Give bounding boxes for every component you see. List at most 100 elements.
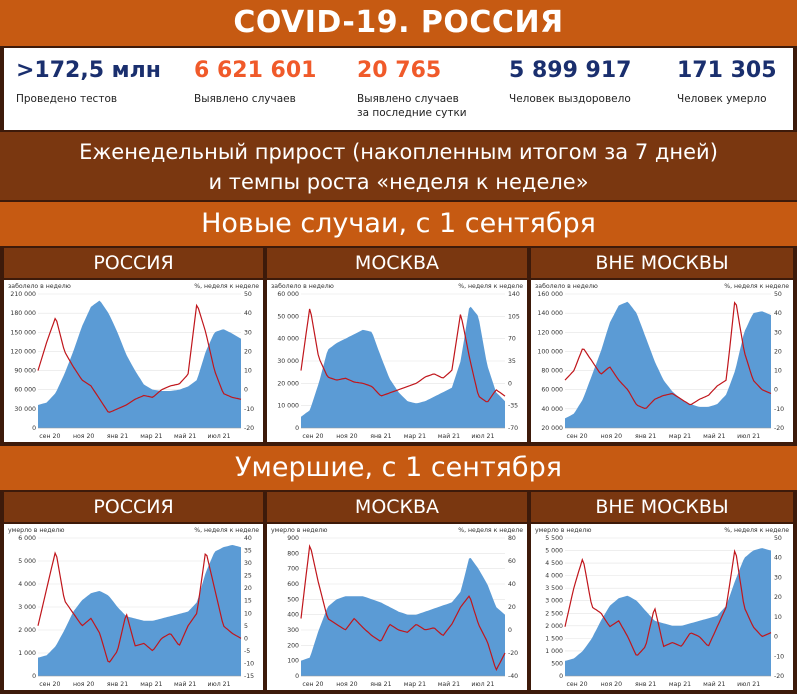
tick-label-x: май 21: [174, 680, 196, 688]
ylabel-left: умерло в неделю: [8, 527, 65, 534]
tick-label-x: янв 21: [107, 681, 128, 688]
tick-label-left: 1 000: [545, 648, 563, 655]
tick-label-left: 5 000: [545, 548, 563, 555]
tick-label-right: 10: [244, 368, 252, 375]
tick-label-right: 60: [508, 558, 516, 565]
tick-label-left: 5 500: [545, 535, 563, 542]
tick-label-right: 20: [244, 348, 252, 355]
region-label: МОСКВА: [267, 248, 527, 278]
chart-deaths-russia: умерло в неделю %, неделя к неделе 0 1 000 2…: [4, 524, 263, 690]
stat-label: Проведено тестов: [16, 93, 118, 105]
chart-svg: умерло в неделю%, неделя к неделе0100200…: [271, 527, 523, 688]
tick-label-x: июл 21: [471, 433, 494, 440]
region-label: МОСКВА: [267, 492, 527, 522]
tick-label-right: 0: [244, 635, 248, 642]
tick-label-right: -10: [244, 406, 254, 413]
chart-cases-moscow: заболело в неделю %, неделя к неделе 0 10 0…: [267, 280, 527, 442]
tick-label-left: 2 000: [18, 627, 36, 634]
tick-label-right: -10: [244, 660, 254, 667]
tick-label-left: 140 000: [537, 310, 563, 317]
tick-label-left: 180 000: [10, 310, 36, 317]
tick-label-right: 40: [508, 581, 516, 588]
tick-label-left: 10 000: [277, 403, 299, 410]
tick-label-right: -20: [774, 425, 784, 432]
tick-label-right: 0: [774, 387, 778, 394]
tick-label-left: 4 000: [545, 573, 563, 580]
tick-label-right: 35: [244, 548, 252, 555]
tick-label-left: 40 000: [277, 336, 299, 343]
tick-label-left: 3 000: [545, 598, 563, 605]
tick-label-left: 60 000: [14, 387, 36, 394]
ylabel-left: умерло в неделю: [535, 527, 592, 534]
tick-label-right: -5: [244, 648, 250, 655]
tick-label-right: 40: [774, 310, 782, 317]
tick-label-left: 60 000: [541, 387, 563, 394]
tick-label-right: -40: [508, 673, 518, 680]
tick-label-right: -70: [508, 425, 518, 432]
area-series: [565, 548, 771, 676]
tick-label-right: 30: [774, 329, 782, 336]
area-series: [301, 306, 505, 428]
tick-label-left: 300: [287, 627, 299, 634]
tick-label-right: 50: [774, 535, 782, 542]
ylabel-right: %, неделя к неделе: [458, 283, 523, 290]
tick-label-right: -35: [508, 403, 518, 410]
subtitle-line: Еженедельный прирост (накопленным итогом…: [79, 140, 718, 164]
tick-label-left: 20 000: [541, 425, 563, 432]
chart-cases-russia: заболело в неделю %, неделя к неделе 0 30 0…: [4, 280, 263, 442]
tick-label-x: июл 21: [207, 681, 230, 688]
tick-label-x: янв 21: [635, 681, 656, 688]
tick-label-x: сен 20: [39, 681, 60, 688]
line-series: [564, 549, 772, 656]
chart-deaths-moscow: умерло в неделю%, неделя к неделе 0 100 200…: [267, 524, 527, 690]
tick-label-left: 1 500: [545, 635, 563, 642]
stat-cases: 6 621 601 Выявлено случаев: [194, 58, 316, 106]
tick-label-right: -10: [774, 406, 784, 413]
stat-daily-cases: 20 765 Выявлено случаев за последние сутк…: [357, 58, 467, 120]
tick-label-right: 30: [244, 560, 252, 567]
chart-svg: заболело в неделю %, неделя к неделе 0 30 0…: [8, 282, 259, 440]
tick-label-x: июл 21: [737, 433, 760, 440]
tick-label-left: 3 000: [18, 604, 36, 611]
tick-label-right: 50: [244, 291, 252, 298]
tick-label-right: 70: [508, 336, 516, 343]
tick-label-left: 1 000: [18, 650, 36, 657]
tick-label-left: 5 000: [18, 558, 36, 565]
chart-deaths-outside-moscow: умерло в неделю%, неделя к неделе 0 500 1 0…: [531, 524, 793, 690]
tick-label-left: 4 500: [545, 560, 563, 567]
stat-value: 20 765: [357, 58, 442, 83]
ylabel-left: заболело в неделю: [8, 282, 71, 290]
tick-label-left: 700: [287, 566, 299, 573]
tick-label-x: сен 20: [302, 433, 323, 440]
tick-label-x: янв 21: [107, 433, 128, 440]
tick-label-x: мар 21: [669, 681, 691, 688]
tick-label-left: 500: [287, 596, 299, 603]
tick-label-right: 40: [244, 535, 252, 542]
tick-label-x: июл 21: [207, 433, 230, 440]
tick-label-x: ноя 20: [73, 433, 94, 440]
tick-label-left: 600: [287, 581, 299, 588]
tick-label-left: 6 000: [18, 535, 36, 542]
tick-label-x: ноя 20: [336, 433, 357, 440]
tick-label-x: янв 21: [635, 433, 656, 440]
ylabel-right: %, неделя к неделе: [458, 527, 523, 534]
ylabel-right: %, неделя к неделе: [724, 527, 789, 534]
tick-label-x: мар 21: [404, 433, 426, 440]
tick-label-right: 10: [244, 610, 252, 617]
tick-label-left: 150 000: [10, 329, 36, 336]
ylabel-right: %, неделя к неделе: [194, 527, 259, 534]
ylabel-right: %, неделя к неделе: [724, 283, 789, 290]
tick-label-left: 0: [295, 425, 299, 432]
tick-label-x: сен 20: [39, 433, 60, 440]
tick-label-left: 200: [287, 642, 299, 649]
tick-label-x: сен 20: [566, 433, 587, 440]
tick-label-left: 100 000: [537, 348, 563, 355]
tick-label-right: 0: [244, 387, 248, 394]
tick-label-left: 400: [287, 612, 299, 619]
tick-label-right: 0: [508, 627, 512, 634]
stats-panel: >172,5 млн Проведено тестов 6 621 601 Вы…: [4, 48, 793, 130]
tick-label-right: 5: [244, 623, 248, 630]
tick-label-left: 20 000: [277, 380, 299, 387]
